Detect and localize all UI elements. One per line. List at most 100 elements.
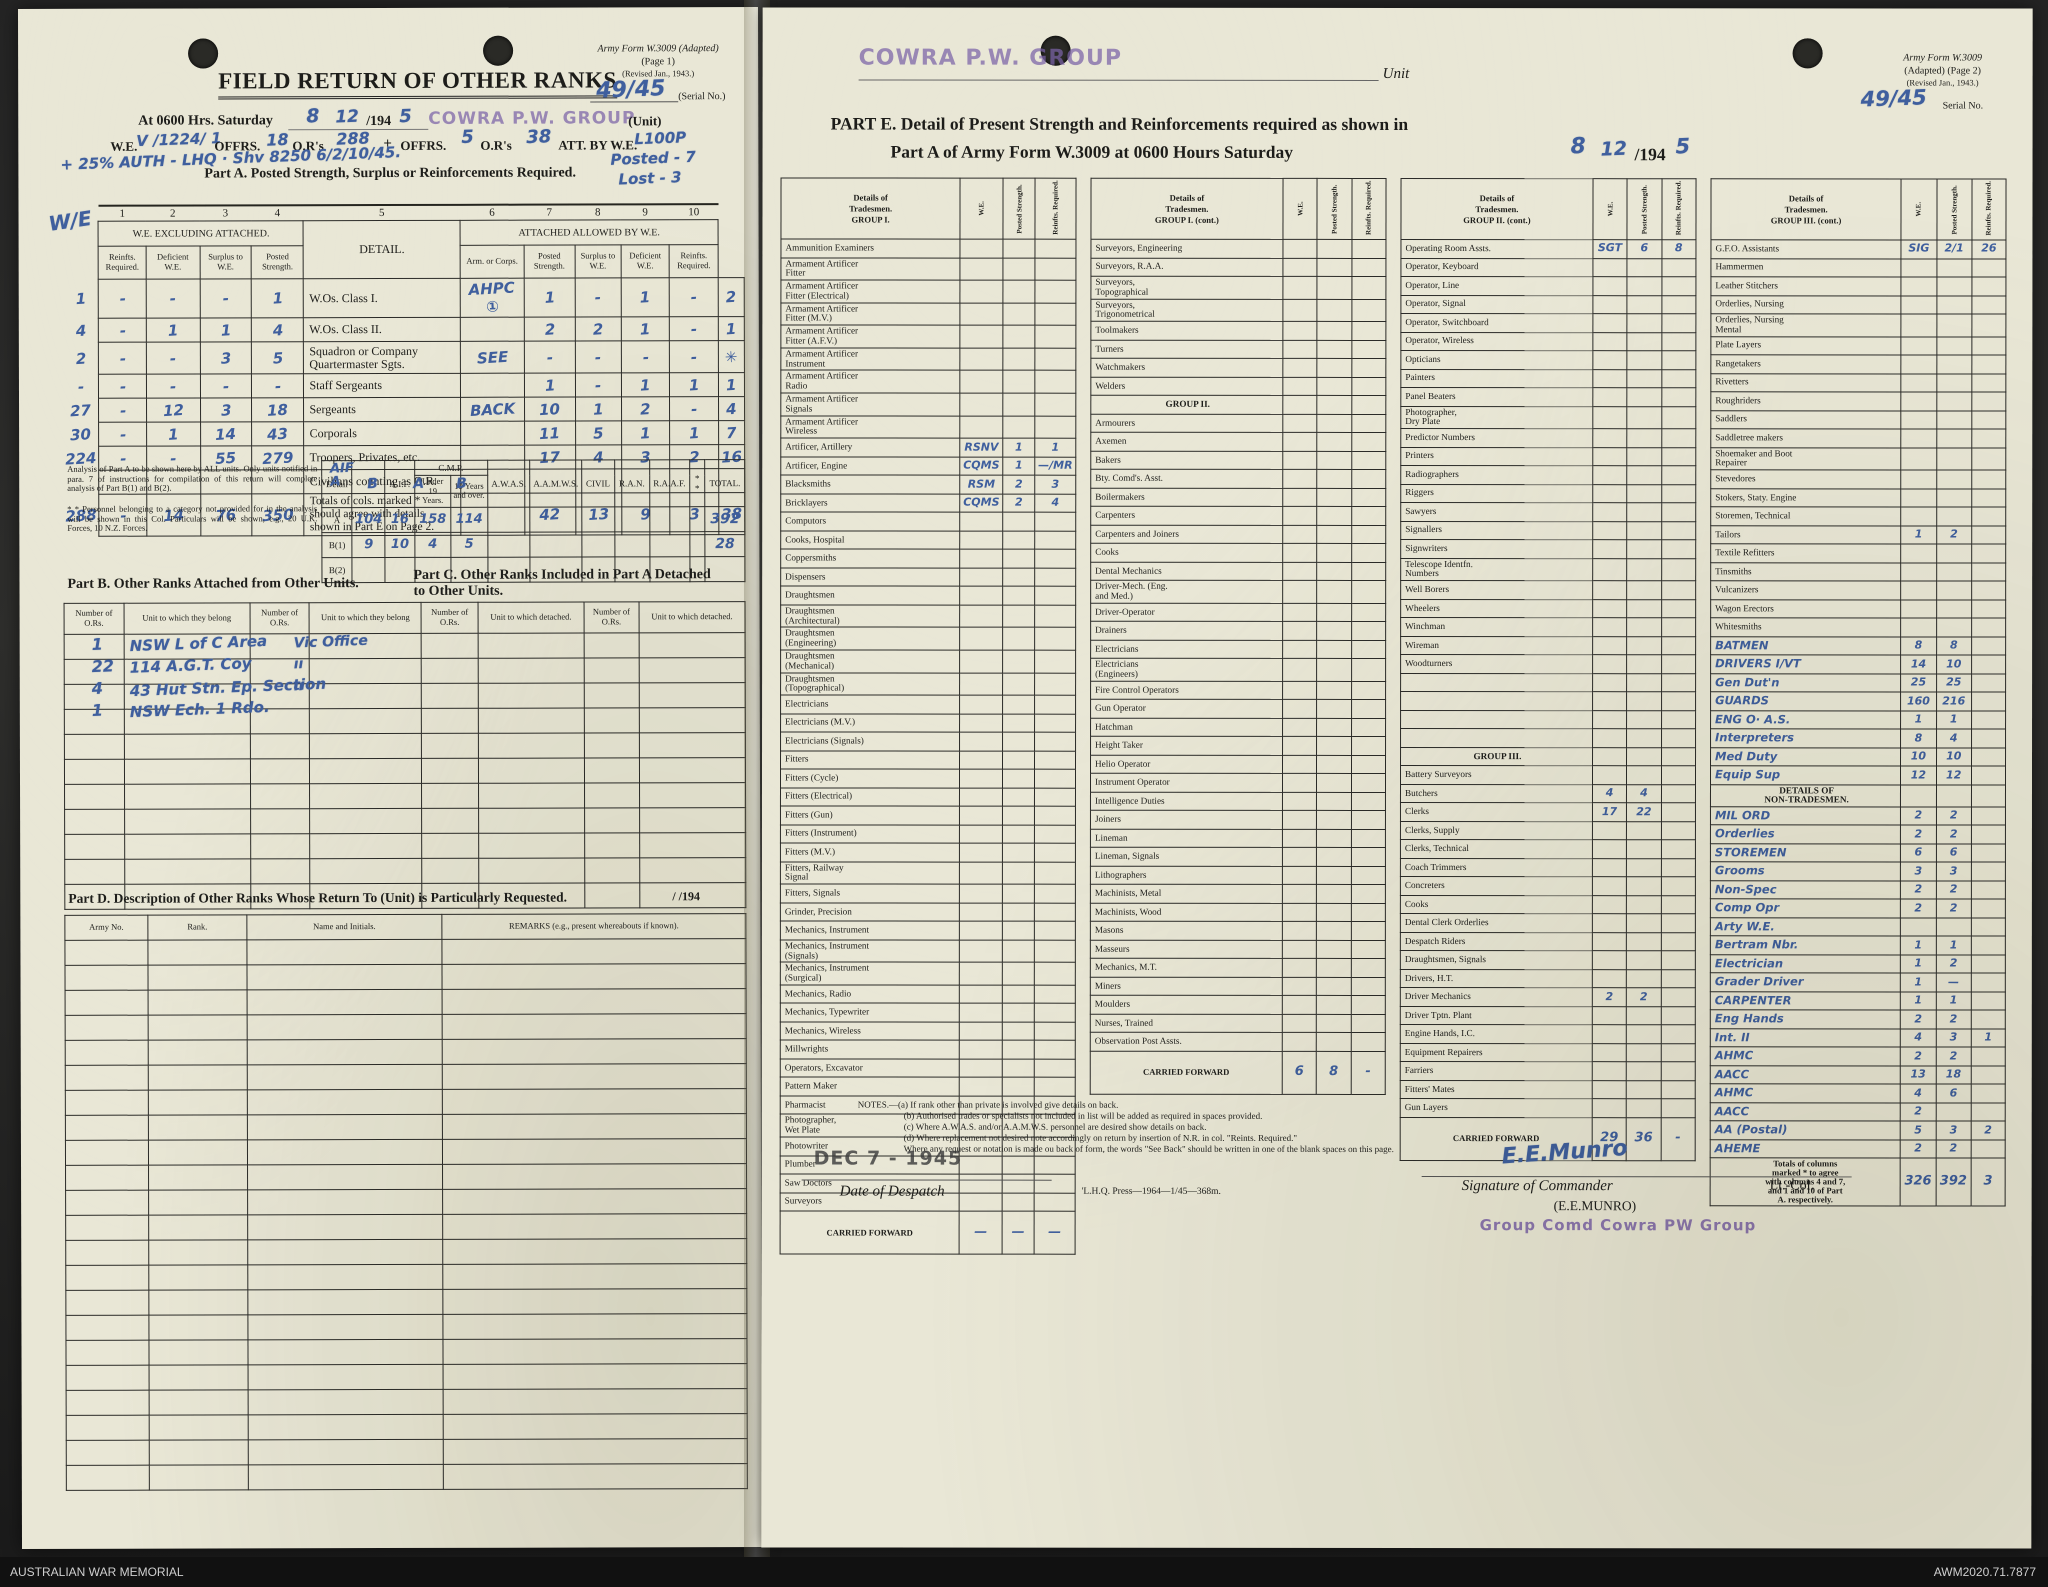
part-e-trade-label: Draughtsmen — [780, 586, 960, 605]
part-b-c-cell — [584, 882, 640, 908]
part-e-cell-we — [1282, 829, 1317, 848]
part-e-cell-we — [959, 1059, 1003, 1078]
part-d-row — [65, 1263, 747, 1291]
part-d-cell — [148, 1139, 248, 1166]
part-e-cell-we — [1282, 432, 1318, 452]
cell-value: - — [118, 321, 127, 340]
cell-value: - — [274, 376, 282, 395]
part-e-trade-row: Draughtsmen (Mechanical) — [780, 649, 1076, 673]
part-e-trade-row: Draughtsmen, Signals — [1400, 950, 1696, 970]
part-e-cell-posted — [1002, 1022, 1035, 1041]
part-e-value: 3 — [1914, 864, 1923, 878]
part-e-trade-label: Grinder, Precision — [780, 902, 960, 922]
analysis-head-raaf: R.A.A.F. — [649, 459, 690, 507]
part-e-trade-label: Tinsmiths — [1710, 562, 1901, 582]
part-e-cell-reinfts — [1971, 410, 2006, 430]
part-d-row — [65, 1113, 747, 1141]
part-e-value: 3 — [1949, 864, 1958, 878]
part-e-trade-row: Draughtsmen (Architectural) — [780, 604, 1076, 628]
part-e-cell-we — [1282, 755, 1317, 774]
part-e-trade-row: Bricklayers CQMS 2 4 — [780, 493, 1076, 513]
part-e-value: 13 — [1910, 1067, 1926, 1081]
part-e-value: CQMS — [963, 495, 1000, 509]
part-e-trade-label: Electricians (M.V.) — [780, 713, 960, 733]
part-e-value: 1 — [1914, 938, 1923, 952]
part-e-value: 8 — [1914, 730, 1923, 744]
part-e-title-line1: PART E. Detail of Present Strength and R… — [830, 113, 1409, 135]
part-b-c-cell — [639, 682, 746, 708]
part-e-trade-row: Mechanics, Radio — [780, 984, 1076, 1004]
part-d-cell — [248, 1439, 444, 1465]
signature-label: Signature of Commander — [1461, 1178, 1613, 1195]
part-e-cell-reinfts — [1661, 295, 1696, 314]
part-e-cell-reinfts — [1034, 1077, 1076, 1097]
part-b-c-cell — [421, 658, 479, 684]
part-b-c-cell — [310, 833, 423, 859]
date-year: 5 — [398, 105, 413, 128]
part-e-cell-we — [1901, 429, 1937, 448]
part-e-trade-label: Millwrights — [780, 1040, 960, 1060]
part-e-column-1: Details of Tradesmen. GROUP I. W.E. Posted… — [780, 177, 1077, 1255]
part-e-cell-reinfts — [1034, 861, 1076, 885]
part-e-cell-reinfts — [1971, 1065, 2006, 1085]
offrs2-label: OFFRS. — [400, 137, 447, 153]
part-e-cell-posted: 3 — [1935, 1121, 1972, 1140]
part-e-trade-label: Int. II — [1710, 1028, 1901, 1048]
part-e-trade-row: AHMC 2 2 — [1710, 1047, 2006, 1066]
part-e-cell-reinfts — [1350, 1032, 1386, 1052]
part-e-cell-posted — [1627, 276, 1662, 296]
part-b-c-cell — [64, 734, 125, 760]
cell-value: 1 — [167, 424, 180, 444]
part-e-cell-reinfts — [1034, 1003, 1076, 1023]
part-e-trade-row: Eng Hands 2 2 — [1710, 1010, 2006, 1029]
part-e-cell-reinfts — [1034, 921, 1076, 940]
analysis-value: 158 — [419, 512, 447, 528]
part-a-cell-col3: 3 — [199, 341, 252, 374]
part-e-cell-reinfts — [1971, 295, 2006, 315]
part-b-c-cell — [64, 684, 124, 710]
part-e-trade-label: Masseurs — [1090, 940, 1283, 959]
part-e-cell-reinfts: —/MR — [1034, 456, 1076, 476]
cell-value: 18 — [266, 400, 289, 420]
part-e-cell-we — [1592, 1006, 1627, 1025]
part-e-cell-reinfts — [1350, 903, 1386, 922]
part-e-cell-we — [1592, 654, 1627, 674]
partb-head-nors-2: Number of O.Rs. — [249, 602, 310, 634]
part-e-trade-row: Hatchman — [1090, 718, 1386, 737]
part-e-cell-posted: 10 — [1936, 655, 1972, 674]
part-e-cell-we: 1 — [1900, 991, 1936, 1011]
subhead-reinfts-required-2: Reinfts. Required. — [669, 244, 719, 278]
part-e-trade-row: Drainers — [1090, 621, 1386, 641]
part-e-trade-label: Orderlies, Nursing — [1710, 295, 1902, 314]
part-e-cell-reinfts — [1971, 562, 2006, 582]
part-e-trade-label: Joiners — [1090, 810, 1283, 830]
part-e-cell-posted — [1317, 257, 1352, 277]
part-e-cell-we: 10 — [1900, 747, 1937, 767]
part-e-cell-we — [1592, 558, 1627, 581]
partd-head-rank: Rank. — [147, 914, 247, 941]
part-e-cell-posted — [1626, 969, 1661, 988]
part-d-cell — [247, 1189, 443, 1215]
analysis-cell — [385, 557, 415, 583]
cell-value: 1 — [640, 423, 652, 443]
part-e-cell-we — [1900, 470, 1937, 489]
part-b-c-cell — [250, 783, 310, 809]
part-e-trade-row: Cooks, Hospital — [780, 530, 1076, 550]
part-e-cell-we: 2 — [1900, 1047, 1936, 1066]
part-e-trade-row: Leather Stitchers — [1710, 276, 2006, 296]
part-e-cell-posted: 2 — [1935, 825, 1972, 844]
part-e-trade-label: DETAILS OF NON-TRADESMEN. — [1710, 784, 1901, 807]
analysis-cell — [487, 506, 531, 533]
part-b-c-cell — [309, 808, 422, 834]
part-e-cell-we: SGT — [1592, 239, 1628, 259]
part-d-row — [65, 1188, 747, 1216]
part-e-cell-posted — [1936, 599, 1972, 619]
cell-value: - — [169, 289, 177, 308]
part-e-cell-reinfts — [1034, 750, 1076, 770]
part-e-trade-label: Vulcanizers — [1710, 580, 1901, 600]
part-e-cell-we: 1 — [1900, 525, 1937, 545]
part-e-cell-posted — [1002, 257, 1036, 281]
part-d-row — [65, 1063, 747, 1091]
part-a-cell-col6: - — [524, 341, 576, 374]
part-e-cell-reinfts — [1661, 428, 1696, 448]
